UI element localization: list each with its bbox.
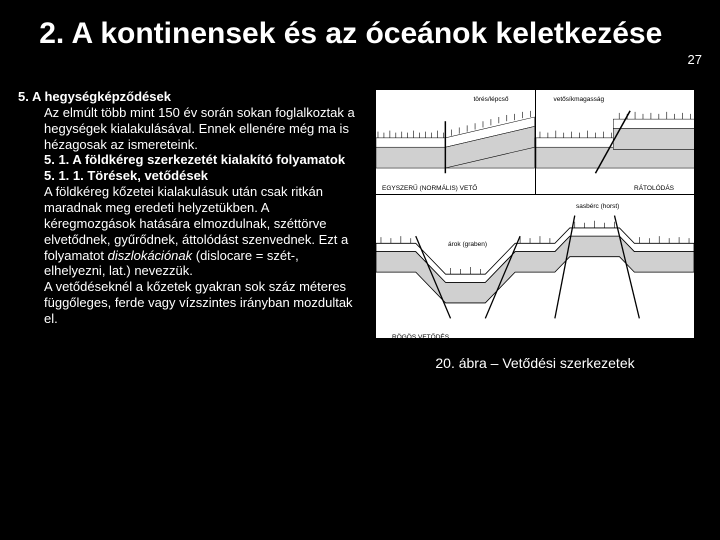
figure-panel-thrust: vetősíkmagasság RÁTOLÓDÁS [536,90,695,194]
figure-diagram: törés/lépcső EGYSZERŰ (NORMÁLIS) VETŐ [375,89,695,339]
para2-term: diszlokációnak [108,248,193,263]
label-p2-top: vetősíkmagasság [554,96,605,103]
title-row: 2. A kontinensek és az óceánok keletkezé… [18,16,702,67]
subheading-2: 5. 1. 1. Törések, vetődések [18,168,358,184]
graben-horst-svg [376,195,694,344]
figure-top-row: törés/lépcső EGYSZERŰ (NORMÁLIS) VETŐ [376,90,694,195]
page-number: 27 [688,52,702,67]
figure-caption: 20. ábra – Vetődési szerkezetek [435,355,634,371]
label-p3-left: árok (graben) [448,241,487,248]
paragraph-3: A vetődéseknél a kőzetek gyakran sok szá… [18,279,358,327]
normal-fault-svg [376,90,535,194]
thrust-svg [536,90,695,194]
section-heading: 5. A hegységképződések [18,89,358,105]
label-p1-top: törés/lépcső [473,96,508,103]
figure-panel-normal-fault: törés/lépcső EGYSZERŰ (NORMÁLIS) VETŐ [376,90,536,194]
label-p2-bottom: RÁTOLÓDÁS [634,185,674,192]
figure-panel-graben-horst: árok (graben) sasbérc (horst) RÖGÖS VETŐ… [376,195,694,344]
label-p3-bottom: RÖGÖS VETŐDÉS [392,334,449,341]
text-column: 5. A hegységképződések Az elmúlt több mi… [18,89,358,371]
label-p1-bottom: EGYSZERŰ (NORMÁLIS) VETŐ [382,185,477,192]
subheading-1: 5. 1. A földkéreg szerkezetét kialakító … [18,152,358,168]
slide-root: 2. A kontinensek és az óceánok keletkezé… [0,0,720,540]
paragraph-2: A földkéreg kőzetei kialakulásuk után cs… [18,184,358,279]
body-row: 5. A hegységképződések Az elmúlt több mi… [18,89,702,371]
slide-title: 2. A kontinensek és az óceánok keletkezé… [18,16,684,51]
paragraph-1: Az elmúlt több mint 150 év során sokan f… [18,105,358,153]
figure-column: törés/lépcső EGYSZERŰ (NORMÁLIS) VETŐ [368,89,702,371]
label-p3-right: sasbérc (horst) [576,203,619,210]
